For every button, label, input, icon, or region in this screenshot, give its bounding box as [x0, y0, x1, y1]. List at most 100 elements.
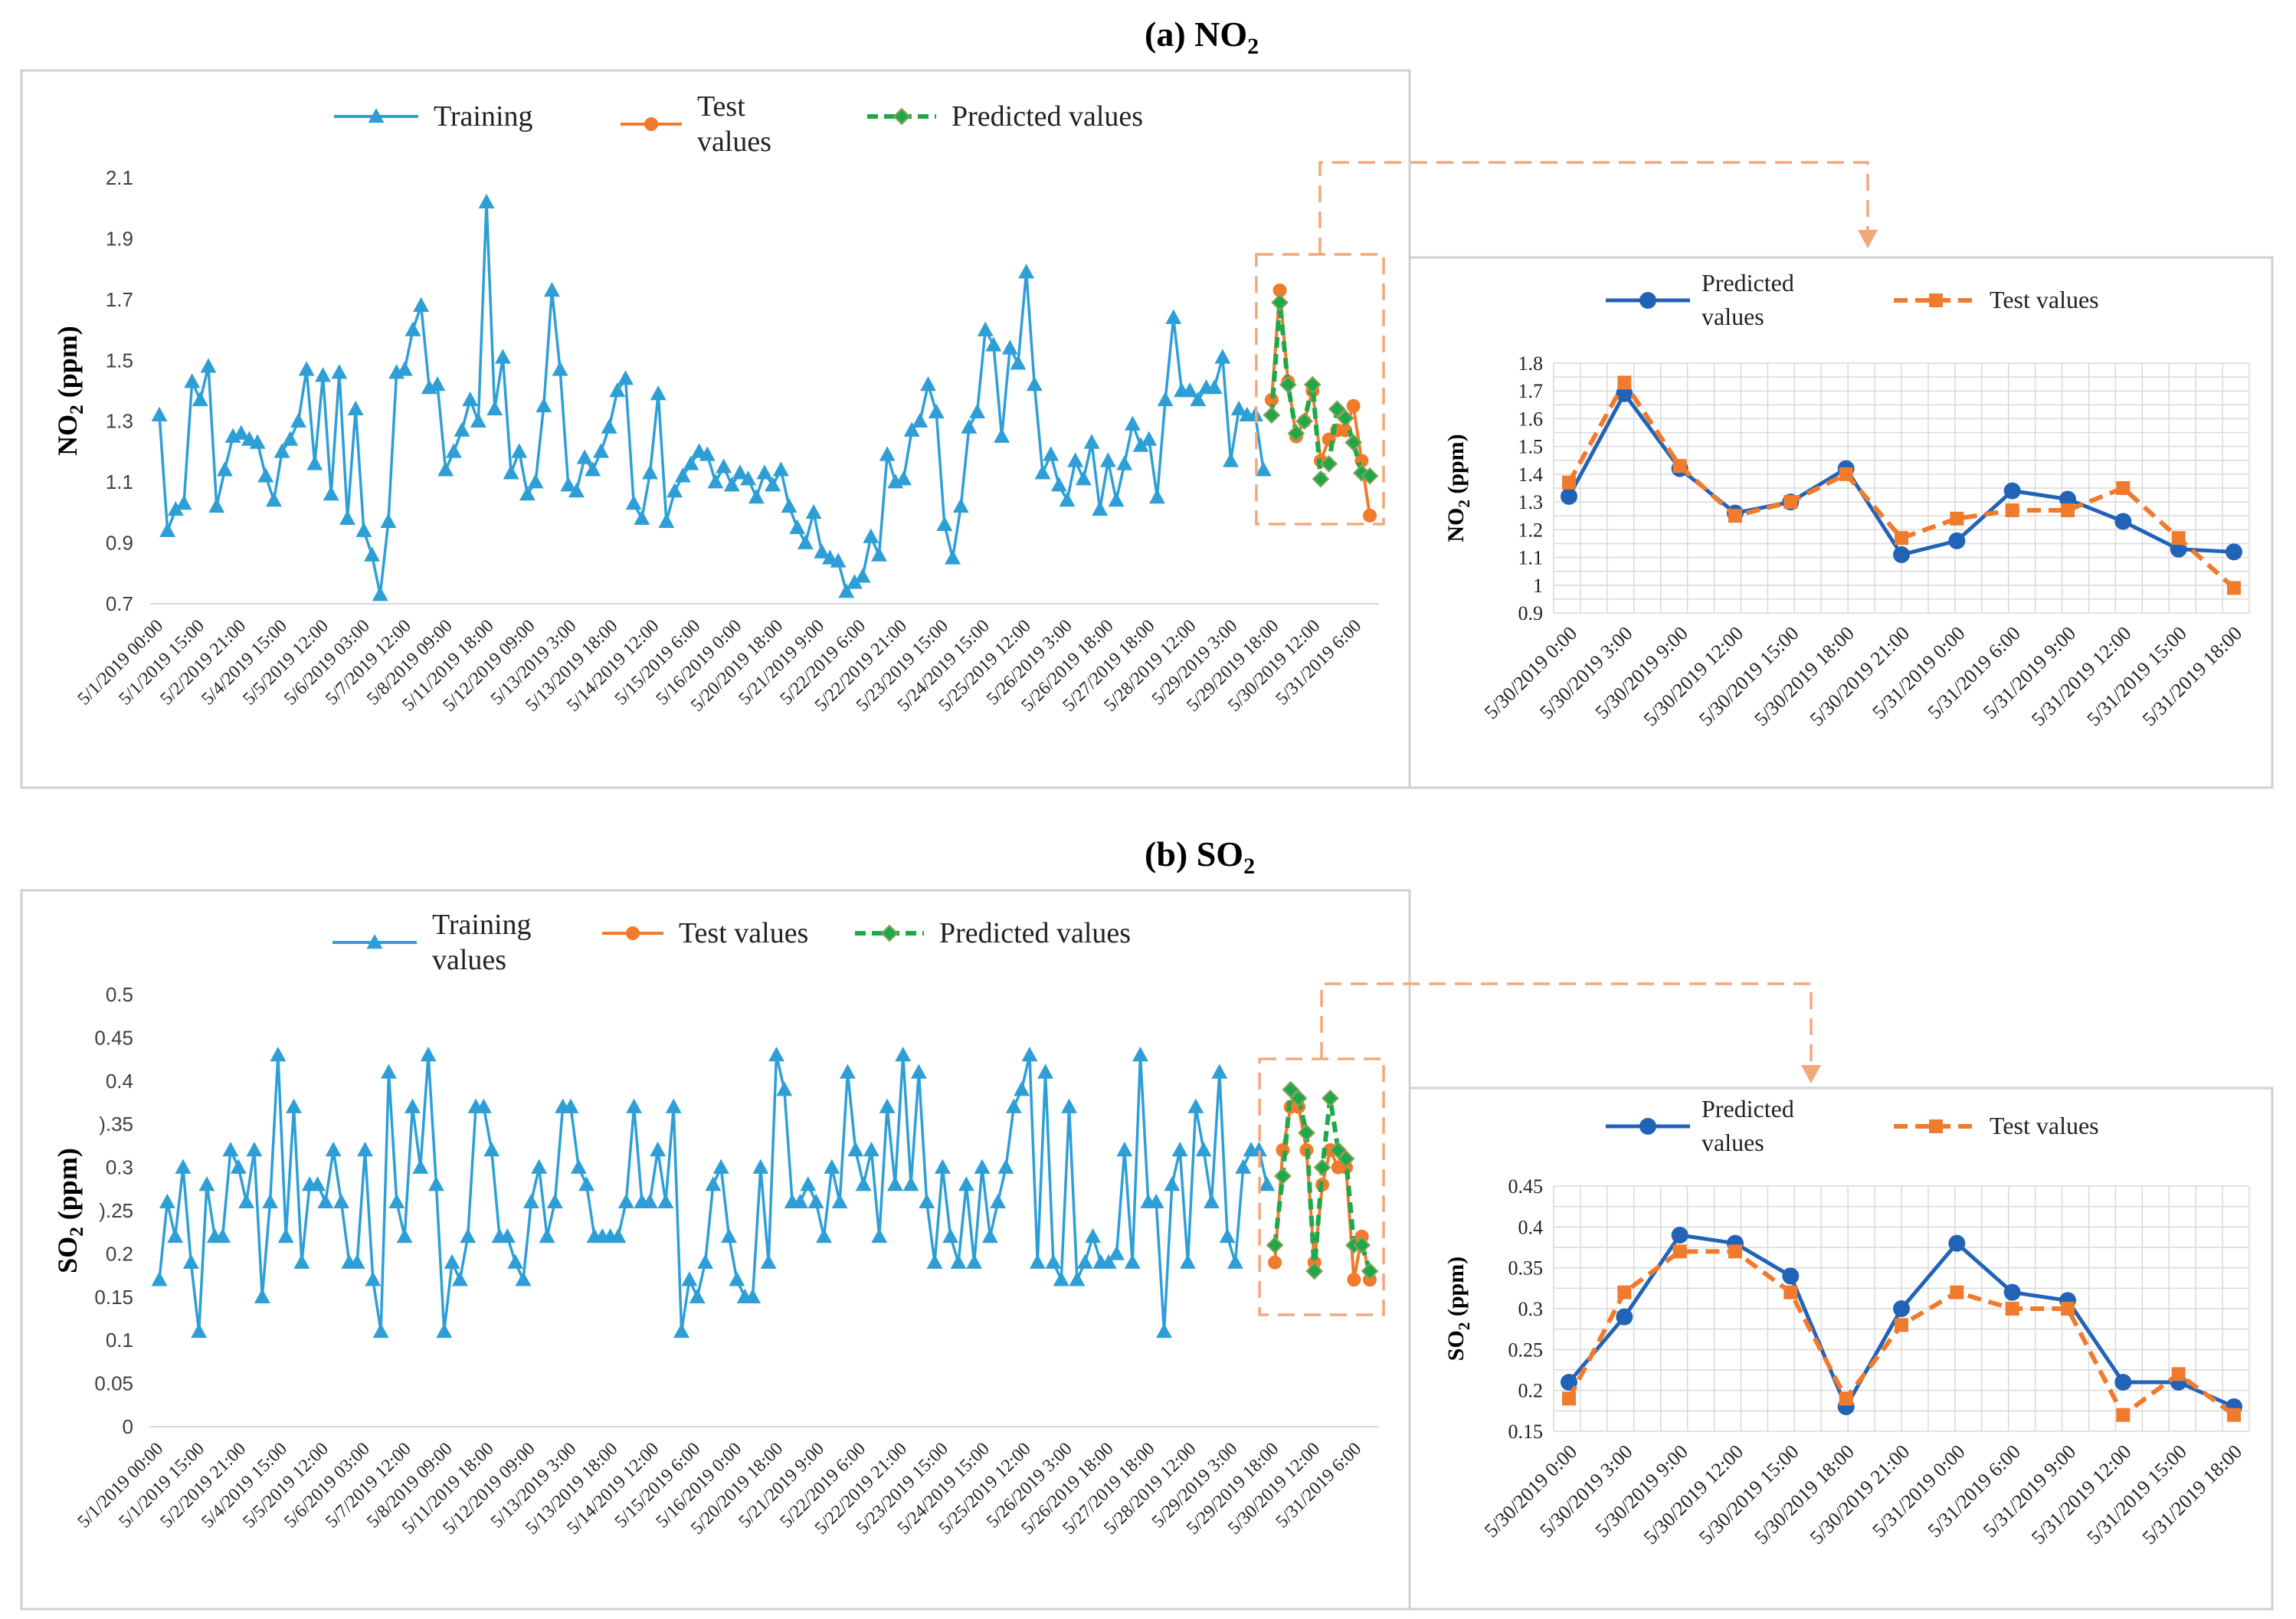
so2_main-legend-training-label: Training	[432, 909, 532, 941]
no2_main-y-tick: 0.9	[106, 532, 133, 555]
so2_zoom-predicted-point	[1893, 1300, 1910, 1317]
no2_zoom-y-tick: 1.8	[1518, 352, 1544, 375]
no2_main-training-point	[282, 431, 299, 446]
no2_main-training-point	[952, 497, 969, 513]
so2_zoom-test-point	[2005, 1302, 2019, 1316]
no2_main-training-point	[364, 546, 381, 562]
so2_main-training-point	[1187, 1098, 1204, 1113]
no2_main-training-point	[445, 443, 462, 458]
no2_main-legend-test-marker	[644, 117, 658, 131]
no2_main-training-point	[536, 397, 552, 413]
so2_main-training-point	[1116, 1142, 1133, 1157]
so2_main-predicted-point	[1297, 1124, 1315, 1142]
so2_main-training-point	[396, 1227, 413, 1244]
so2_zoom-y-tick: 0.25	[1508, 1339, 1544, 1361]
no2_main-training-point	[863, 528, 879, 543]
no2_zoom-predicted-point	[1561, 487, 1577, 505]
so2_zoom-y-tick: 0.15	[1508, 1421, 1544, 1443]
so2_main-connector-arrowhead	[1801, 1065, 1821, 1083]
no2_zoom-test-point	[1617, 375, 1632, 390]
so2_main-training-point	[546, 1193, 563, 1208]
so2_main-training-point	[1014, 1081, 1030, 1096]
no2_main-predicted-point	[1271, 293, 1289, 312]
no2_main-training-point	[167, 500, 184, 516]
so2_main-training-point	[507, 1254, 524, 1269]
no2_main-training-point	[1223, 452, 1239, 467]
no2_main-training-point	[1099, 452, 1116, 467]
so2_main-training-point	[745, 1288, 761, 1304]
no2_zoom-test-point	[2227, 581, 2241, 595]
so2_main-training-point	[886, 1176, 903, 1191]
no2_main-predicted-point	[1287, 424, 1305, 443]
no2_main-training-point	[765, 477, 781, 492]
so2_main-training-point	[681, 1271, 698, 1286]
so2_main-training-point	[1076, 1254, 1093, 1269]
no2_main-training-point	[413, 297, 430, 313]
so2_zoom-y-tick: 0.4	[1518, 1216, 1544, 1238]
so2_main-legend-training-marker	[366, 934, 383, 949]
no2_main-training-point	[1059, 491, 1076, 507]
so2_main-training-point	[824, 1159, 840, 1174]
no2_main-training-point	[519, 486, 536, 501]
no2_main-training-point	[789, 519, 806, 534]
so2_main-predicted-point	[1273, 1167, 1292, 1185]
so2_main-training-point	[721, 1227, 737, 1244]
so2_zoom-test-point	[1950, 1285, 1964, 1299]
so2_zoom-test-point	[2116, 1408, 2131, 1422]
so2_main-predicted-point	[1337, 1149, 1355, 1168]
no2_main-training-point	[814, 543, 830, 559]
no2_main-predicted-point	[1361, 467, 1379, 485]
so2_main-predicted-point	[1313, 1159, 1331, 1177]
so2_main-frame	[20, 889, 1411, 1611]
so2_main-training-point	[831, 1193, 848, 1208]
no2_main-training-point	[1230, 400, 1247, 416]
no2_main-training-point	[936, 516, 953, 531]
no2_zoom-test-point	[2116, 481, 2131, 495]
so2_main-training-point	[879, 1098, 896, 1113]
no2_main-training-point	[625, 494, 642, 510]
so2_main-training-point	[198, 1176, 215, 1191]
so2_main-training-point	[641, 1193, 658, 1208]
no2_zoom-test-point	[1728, 509, 1742, 523]
no2_main-training-point	[1124, 415, 1141, 431]
no2_main-training-point	[478, 193, 495, 209]
no2_main-training-point	[658, 513, 675, 529]
no2_main-y-tick: 1.9	[106, 227, 133, 250]
so2_main-training-point	[855, 1176, 872, 1191]
no2_main-training-point	[306, 455, 323, 470]
so2_main-training-point	[436, 1322, 453, 1339]
so2_main-training-point	[847, 1142, 864, 1157]
so2_main-training-point	[222, 1142, 239, 1157]
so2_main-training-point	[1227, 1254, 1243, 1269]
no2_main-y-tick: 1.1	[106, 470, 133, 493]
so2_main-training-point	[617, 1193, 634, 1208]
so2_main-predicted-point	[1289, 1089, 1308, 1107]
no2_zoom-y-tick: 1.2	[1518, 519, 1544, 541]
so2_main-training-point	[1132, 1046, 1148, 1062]
no2_zoom-test-point	[2061, 503, 2075, 517]
so2_main-training-point	[325, 1142, 342, 1157]
so2_main-training-point	[990, 1193, 1007, 1208]
no2_main-training-point	[568, 483, 585, 498]
no2_zoom-y-tick: 0.9	[1518, 602, 1544, 624]
no2_main-training-point	[1026, 376, 1043, 392]
so2_main-y-tick: 0.45	[94, 1026, 133, 1049]
no2_main-training-point	[208, 497, 225, 513]
no2_main-training-point	[233, 424, 250, 440]
no2_main-training-point	[298, 361, 315, 376]
no2_main-training-point	[503, 464, 519, 480]
so2_zoom-test-point	[1672, 1244, 1687, 1259]
so2_main-training-point	[1069, 1271, 1086, 1286]
no2_zoom-legend-test-label: Test values	[1990, 286, 2099, 313]
no2_zoom-test-point	[1783, 495, 1798, 510]
no2_main-training-point	[716, 458, 732, 474]
no2_zoom-test-point	[1672, 459, 1687, 474]
no2_zoom-test-point	[1839, 467, 1853, 481]
no2_main-test-point	[1363, 508, 1377, 523]
so2_main-training-point	[665, 1098, 682, 1113]
so2_main-training-point	[515, 1271, 532, 1286]
so2_main-y-tick: 0.3	[106, 1156, 133, 1179]
so2_main-training-point	[934, 1159, 951, 1174]
so2_main-training-point	[650, 1142, 667, 1157]
so2_zoom-y-tick: 0.2	[1518, 1380, 1544, 1402]
